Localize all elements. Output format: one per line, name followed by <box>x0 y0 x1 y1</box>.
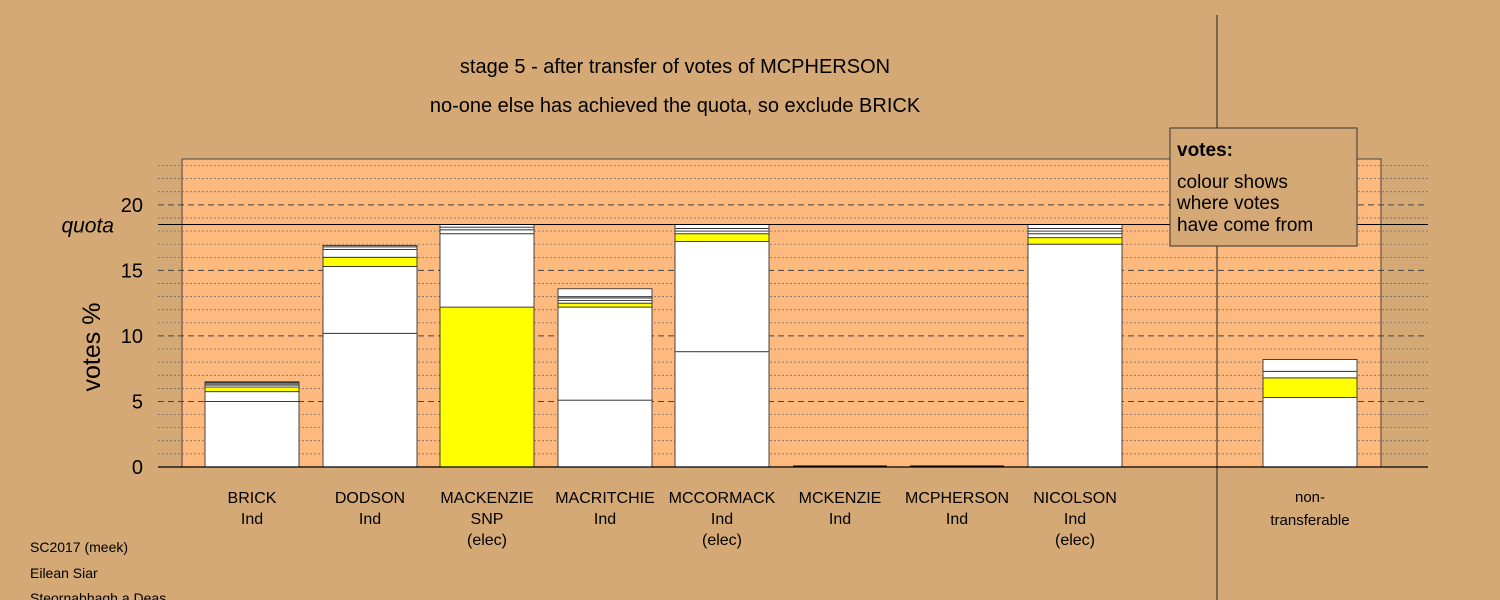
bar-segment <box>674 233 770 243</box>
bar-segment <box>204 386 300 393</box>
candidate-name: MACKENZIE <box>440 490 533 507</box>
candidate-party: Ind <box>1064 511 1086 528</box>
bar-macritchie <box>557 288 653 468</box>
x-axis-labels: BRICK Ind DODSON Ind MACKENZIE SNP (elec) MACRI… <box>228 489 1350 549</box>
bar-mccormack <box>674 224 770 468</box>
y-tick-label: 0 <box>132 457 143 479</box>
bar-segment <box>204 381 300 383</box>
footer-line-3: Steornabhagh a Deas <box>30 590 166 600</box>
bar-segment <box>557 399 653 468</box>
non-transferable-label: non- <box>1295 489 1325 506</box>
candidate-party: SNP <box>471 511 504 528</box>
bar-segment <box>1027 237 1123 245</box>
bar-segment <box>1262 370 1358 379</box>
y-tick-label: 15 <box>121 260 143 282</box>
bar-segment <box>322 256 418 267</box>
bar-dodson <box>322 245 418 468</box>
footer-line-2: Eilean Siar <box>30 565 98 581</box>
legend-title: votes: <box>1177 140 1233 161</box>
candidate-party: Ind <box>946 511 968 528</box>
bar-segment <box>557 288 653 298</box>
non-transferable-label: transferable <box>1270 512 1349 529</box>
bar-segment <box>674 224 770 229</box>
chart-subtitle: no-one else has achieved the quota, so e… <box>430 95 921 117</box>
bar-segment <box>439 233 535 308</box>
candidate-party: Ind <box>711 511 733 528</box>
bar-segment <box>674 241 770 353</box>
bar-segment <box>1262 377 1358 398</box>
y-axis: 0 5 10 15 20 <box>121 195 143 479</box>
candidate-name: MACRITCHIE <box>555 490 655 507</box>
legend-line: where votes <box>1176 193 1279 214</box>
candidate-status: (elec) <box>467 532 507 549</box>
y-tick-label: 20 <box>121 195 143 217</box>
bar-segment <box>674 351 770 468</box>
candidate-status: (elec) <box>1055 532 1095 549</box>
bar-mackenzie <box>439 224 535 468</box>
candidate-party: Ind <box>594 511 616 528</box>
legend-box <box>1169 127 1358 247</box>
bar-segment <box>322 332 418 468</box>
legend-line: have come from <box>1177 215 1313 236</box>
bar-nicolson <box>1027 224 1123 468</box>
candidate-status: (elec) <box>702 532 742 549</box>
y-tick-label: 5 <box>132 391 143 413</box>
bar-segment <box>204 391 300 402</box>
bar-segment <box>1027 233 1123 239</box>
bar-segment <box>322 266 418 334</box>
bar-segment <box>557 302 653 308</box>
bar-brick <box>204 381 300 468</box>
footer-line-1: SC2017 (meek) <box>30 539 128 555</box>
bars <box>204 224 1358 468</box>
candidate-name: MCPHERSON <box>905 490 1009 507</box>
candidate-party: Ind <box>359 511 381 528</box>
bar-segment <box>322 245 418 248</box>
candidate-party: Ind <box>829 511 851 528</box>
candidate-name: MCCORMACK <box>669 490 776 507</box>
candidate-name: NICOLSON <box>1033 490 1117 507</box>
bar-segment <box>1027 224 1123 229</box>
candidate-name: BRICK <box>228 490 277 507</box>
bar-segment <box>1262 359 1358 372</box>
candidate-name: DODSON <box>335 490 405 507</box>
candidate-party: Ind <box>241 511 263 528</box>
quota-label: quota <box>61 215 114 238</box>
bar-segment <box>204 401 300 468</box>
y-tick-label: 10 <box>121 326 143 348</box>
bar-non-transferable <box>1262 359 1358 468</box>
bar-segment <box>1027 243 1123 468</box>
bar-segment <box>439 229 535 235</box>
chart-title: stage 5 - after transfer of votes of MCP… <box>460 56 890 78</box>
bar-segment <box>1262 397 1358 468</box>
bar-segment <box>439 306 535 468</box>
bar-segment <box>322 248 418 258</box>
legend-line: colour shows <box>1177 172 1288 193</box>
candidate-name: MCKENZIE <box>799 490 882 507</box>
legend: votes: colour shows where votes have com… <box>1169 127 1358 247</box>
bar-segment <box>557 306 653 401</box>
y-axis-label: votes % <box>78 303 106 392</box>
